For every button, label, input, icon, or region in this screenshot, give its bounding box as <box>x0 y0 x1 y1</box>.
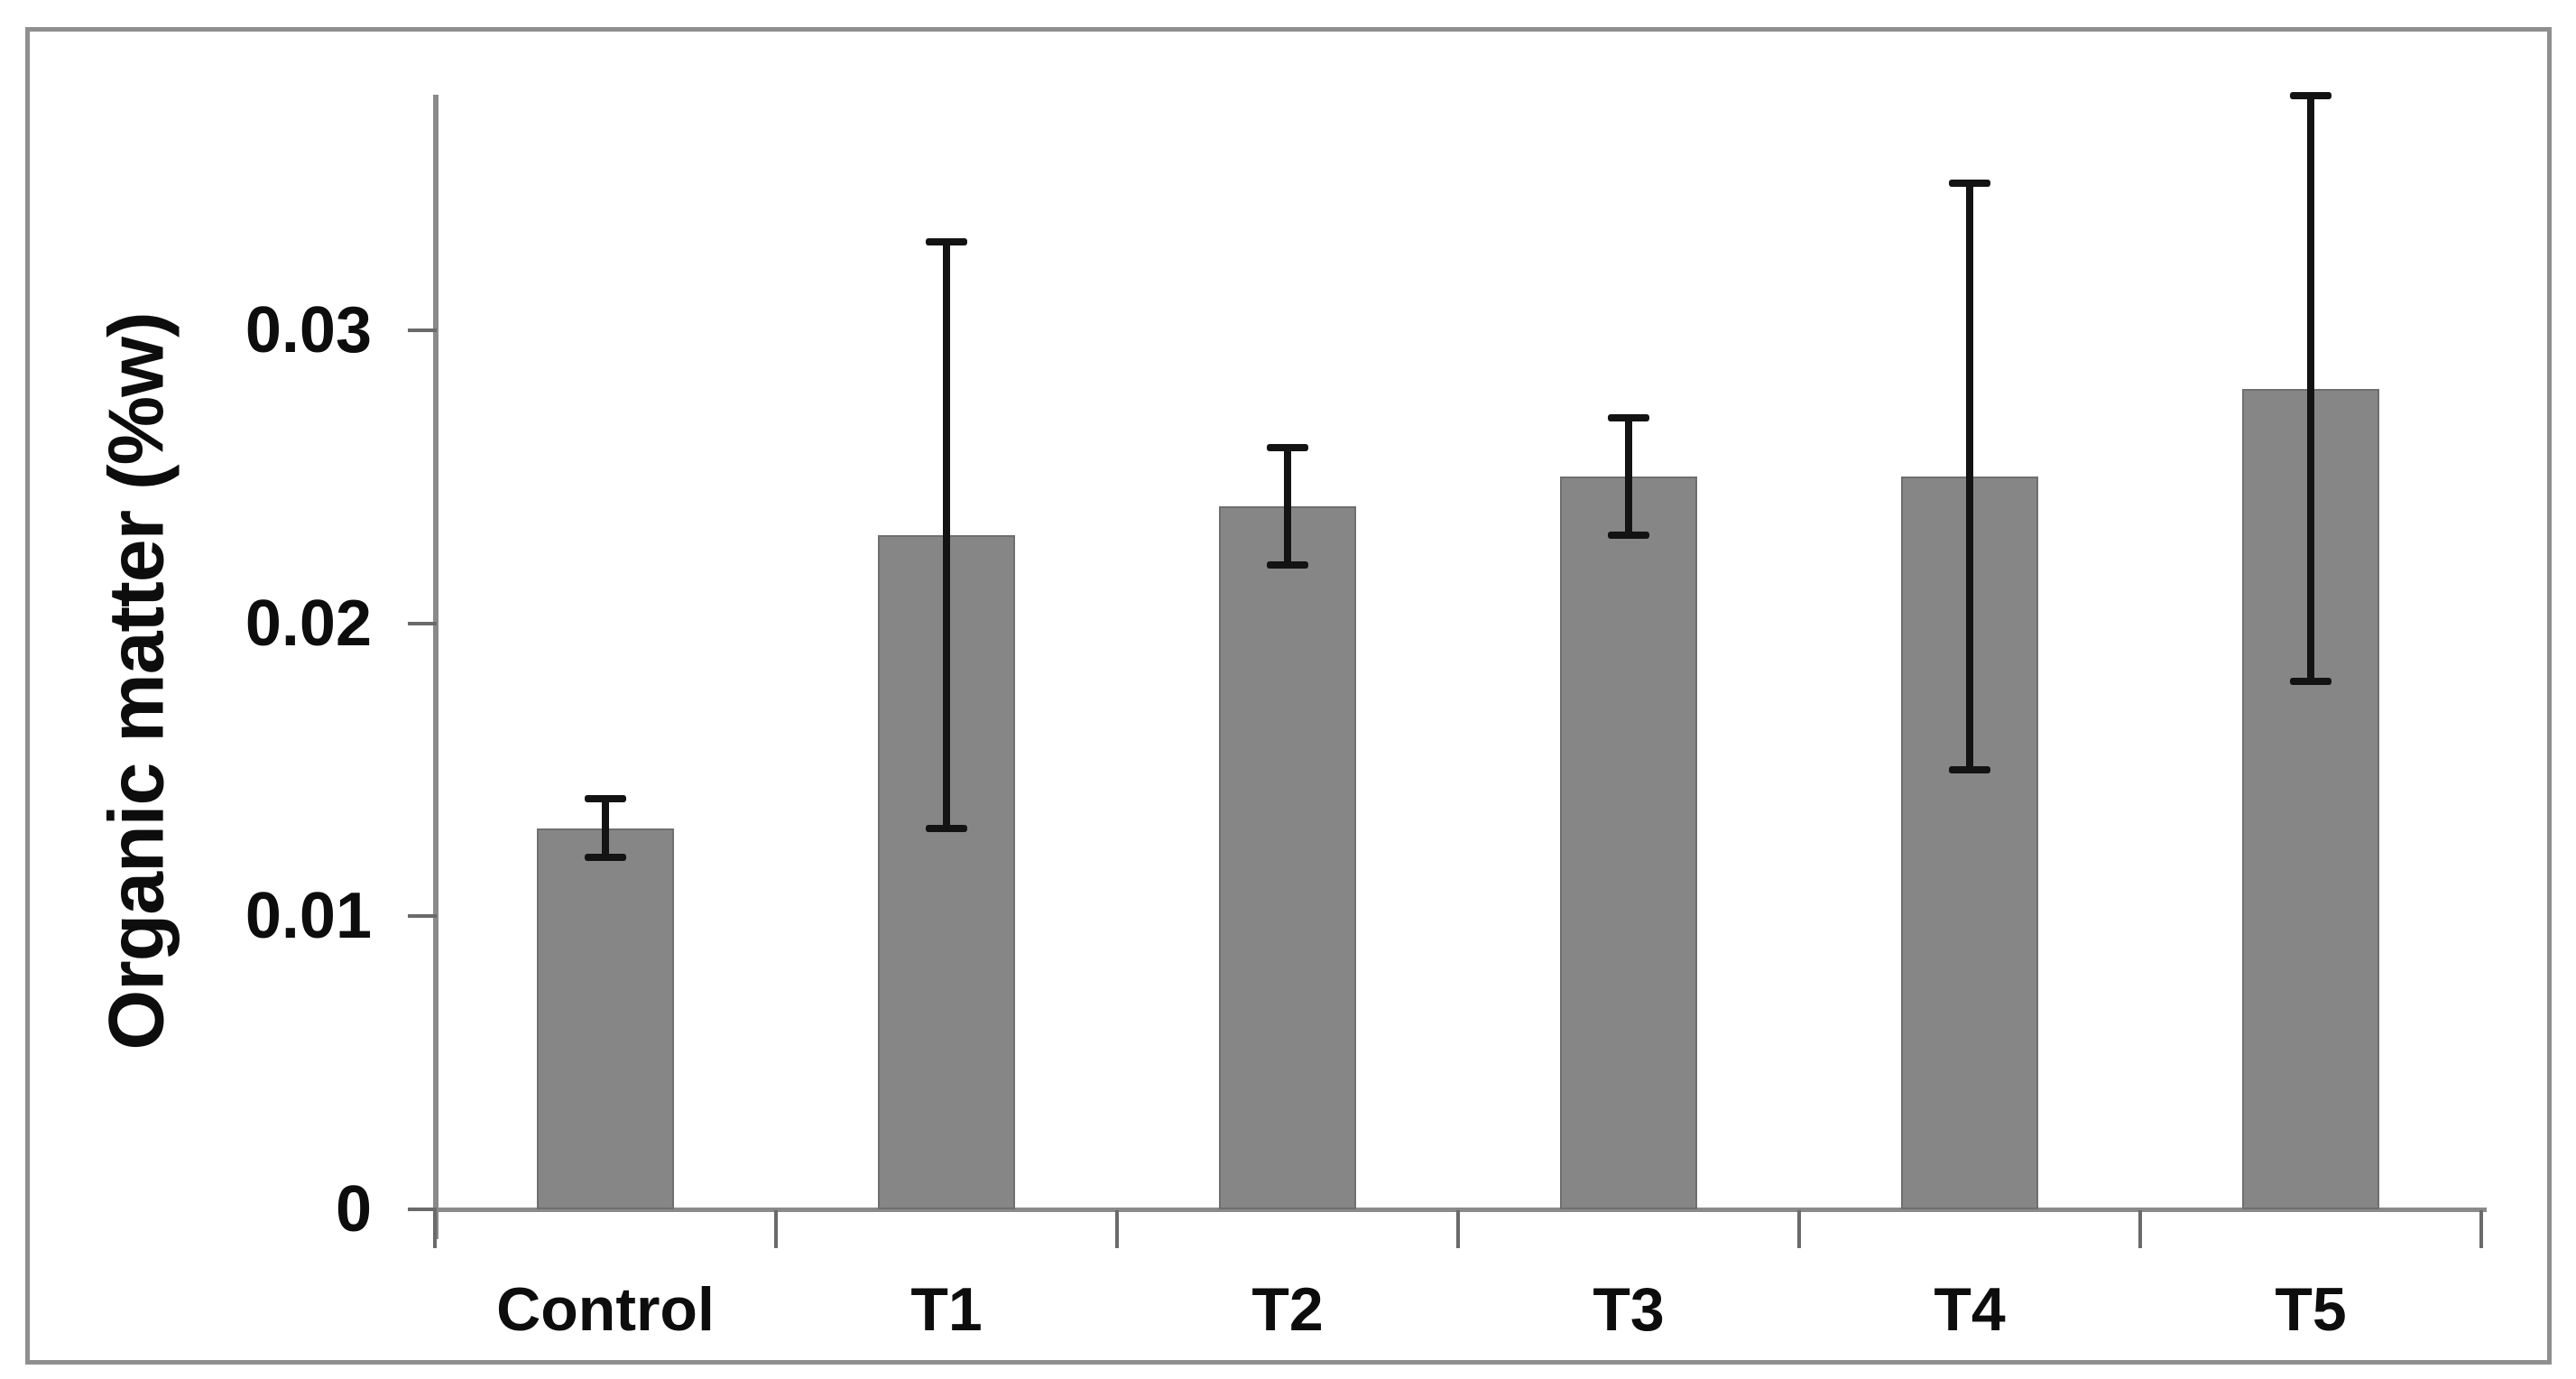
error-bar-cap-bottom <box>2290 678 2331 686</box>
x-axis-label-t3: T3 <box>1593 1275 1665 1344</box>
bar-t4 <box>1901 477 2038 1209</box>
error-bar-cap-top <box>1608 414 1649 422</box>
y-tick <box>408 328 437 332</box>
error-bar-cap-bottom <box>585 854 626 862</box>
y-tick-label: 0.01 <box>245 880 372 953</box>
x-axis-label-control: Control <box>496 1275 715 1344</box>
error-bar-control <box>602 799 609 858</box>
bar-t2 <box>1219 505 1356 1209</box>
y-tick <box>408 621 437 625</box>
y-tick-label: 0.02 <box>245 587 372 660</box>
plot-area <box>435 92 2481 1209</box>
y-tick-label: 0 <box>335 1173 372 1245</box>
x-tick <box>433 1210 437 1248</box>
x-tick <box>1797 1210 1801 1248</box>
y-tick <box>408 1208 437 1211</box>
y-tick <box>408 914 437 919</box>
error-bar-cap-top <box>2290 92 2331 99</box>
x-axis-label-t5: T5 <box>2275 1275 2347 1344</box>
error-bar-t3 <box>1625 418 1632 536</box>
error-bar-t2 <box>1284 447 1291 565</box>
x-tick <box>2479 1210 2483 1248</box>
x-tick <box>2138 1210 2142 1248</box>
error-bar-t4 <box>1966 183 1973 770</box>
y-axis-title: Organic matter (%w) <box>93 312 180 1050</box>
x-tick <box>1115 1210 1119 1248</box>
x-axis-label-t1: T1 <box>910 1275 983 1344</box>
error-bar-cap-bottom <box>1949 765 1990 773</box>
x-axis-label-t2: T2 <box>1251 1275 1324 1344</box>
error-bar-t5 <box>2307 96 2314 682</box>
error-bar-cap-bottom <box>1267 560 1308 569</box>
error-bar-t1 <box>943 242 950 828</box>
error-bar-cap-top <box>926 238 967 246</box>
x-tick <box>774 1210 778 1248</box>
bar-control <box>537 828 674 1209</box>
error-bar-cap-top <box>1949 180 1990 188</box>
error-bar-cap-bottom <box>1608 532 1649 540</box>
x-tick <box>1456 1210 1460 1248</box>
y-axis-line <box>433 95 439 1239</box>
x-axis-line <box>433 1208 2487 1212</box>
error-bar-cap-top <box>1267 443 1308 451</box>
y-tick-label: 0.03 <box>245 293 372 366</box>
x-axis-label-t4: T4 <box>1934 1275 2006 1344</box>
error-bar-cap-bottom <box>926 824 967 832</box>
error-bar-cap-top <box>585 795 626 803</box>
bar-t3 <box>1560 477 1697 1209</box>
